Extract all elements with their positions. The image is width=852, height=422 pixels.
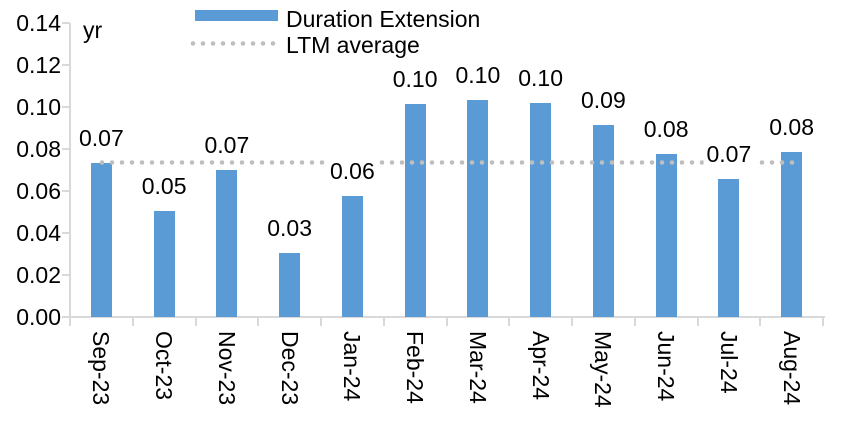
x-label-apr-24: Apr-24 xyxy=(527,331,554,401)
y-tick-label-0.08: 0.08 xyxy=(16,136,61,162)
y-tick-mark xyxy=(62,22,70,24)
x-tick-mark xyxy=(257,317,260,326)
bar-jun-24 xyxy=(655,154,677,317)
data-label-mar-24: 0.10 xyxy=(452,61,504,88)
x-tick-mark xyxy=(822,317,824,326)
y-tick-label-0.10: 0.10 xyxy=(16,94,61,120)
x-label-mar-24: Mar-24 xyxy=(464,331,491,404)
x-label-may-24: May-24 xyxy=(590,331,617,408)
x-label-sep-23: Sep-23 xyxy=(88,331,115,406)
data-label-oct-23: 0.05 xyxy=(138,173,190,200)
x-tick-mark xyxy=(571,317,573,326)
bar-feb-24 xyxy=(404,103,426,317)
x-label-jan-24: Jan-24 xyxy=(339,331,366,402)
data-label-dec-23: 0.03 xyxy=(264,214,316,241)
x-tick-mark xyxy=(445,317,448,326)
bar-jul-24 xyxy=(718,179,740,317)
y-axis-line xyxy=(69,23,71,318)
x-tick-mark xyxy=(320,317,322,326)
x-tick-mark xyxy=(633,317,636,326)
y-tick-label-0.12: 0.12 xyxy=(16,52,61,78)
y-tick-mark xyxy=(62,106,70,108)
x-tick-mark xyxy=(508,317,511,326)
data-label-sep-23: 0.07 xyxy=(75,124,127,151)
data-label-apr-24: 0.10 xyxy=(515,64,567,91)
bar-nov-23 xyxy=(216,169,238,317)
legend-label-ltm-average: LTM average xyxy=(286,32,420,58)
x-tick-mark xyxy=(759,317,762,326)
y-tick-mark xyxy=(62,190,70,192)
y-tick-mark xyxy=(62,316,70,318)
x-tick-mark xyxy=(194,317,197,326)
x-label-feb-24: Feb-24 xyxy=(402,331,429,404)
bar-mar-24 xyxy=(467,99,489,317)
ltm-average-line xyxy=(97,160,795,165)
data-label-jul-24: 0.07 xyxy=(703,141,755,168)
bar-oct-23 xyxy=(153,211,175,317)
data-label-aug-24: 0.08 xyxy=(766,113,818,140)
bar-aug-24 xyxy=(781,151,803,317)
bar-jan-24 xyxy=(341,195,363,317)
x-label-oct-23: Oct-23 xyxy=(151,331,178,401)
data-label-jun-24: 0.08 xyxy=(640,116,692,143)
y-axis-unit-label: yr xyxy=(83,17,103,43)
x-label-jul-24: Jul-24 xyxy=(715,331,742,394)
y-tick-mark xyxy=(62,64,70,66)
x-tick-mark xyxy=(131,317,134,326)
bar-apr-24 xyxy=(530,102,552,317)
bar-sep-23 xyxy=(90,162,112,317)
y-tick-label-0.02: 0.02 xyxy=(16,262,61,288)
x-label-jun-24: Jun-24 xyxy=(653,331,680,402)
x-label-aug-24: Aug-24 xyxy=(778,331,805,406)
x-tick-mark xyxy=(696,317,699,326)
data-label-nov-23: 0.07 xyxy=(201,131,253,158)
data-label-may-24: 0.09 xyxy=(577,87,629,114)
y-tick-mark xyxy=(62,274,70,276)
bar-may-24 xyxy=(592,125,614,317)
y-tick-mark xyxy=(62,232,70,234)
data-label-feb-24: 0.10 xyxy=(389,65,441,92)
data-label-jan-24: 0.06 xyxy=(326,157,378,184)
x-tick-mark xyxy=(69,317,71,326)
x-tick-mark xyxy=(382,317,385,326)
legend-dotted-line-swatch xyxy=(188,41,280,46)
legend-bar-swatch xyxy=(195,10,278,21)
y-tick-label-0.04: 0.04 xyxy=(16,220,61,246)
bar-dec-23 xyxy=(279,252,301,317)
y-tick-label-0.00: 0.00 xyxy=(16,304,61,330)
y-tick-mark xyxy=(62,148,70,150)
y-tick-label-0.14: 0.14 xyxy=(16,10,61,36)
x-label-dec-23: Dec-23 xyxy=(276,331,303,406)
x-label-nov-23: Nov-23 xyxy=(213,331,240,406)
y-tick-label-0.06: 0.06 xyxy=(16,178,61,204)
legend-label-duration-extension: Duration Extension xyxy=(286,6,481,32)
